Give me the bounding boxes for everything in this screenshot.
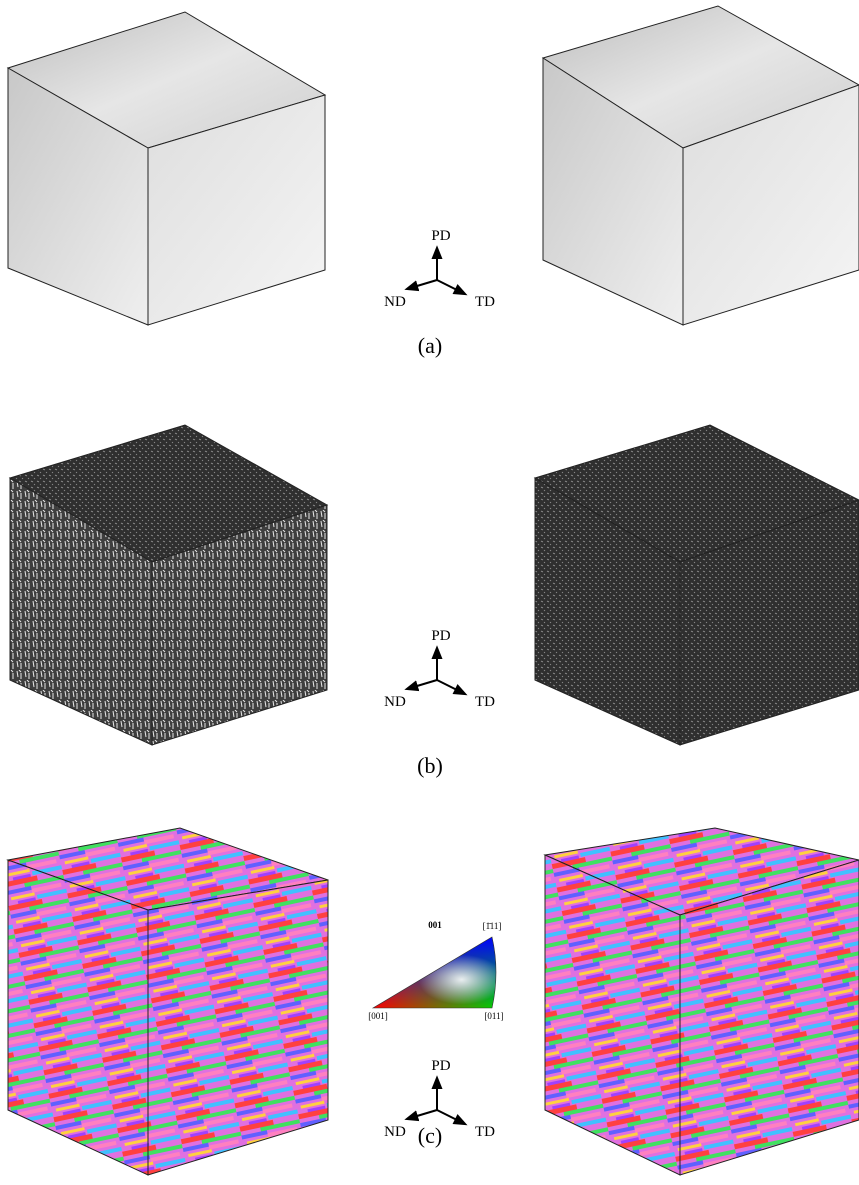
panel-label: (c) <box>418 1123 442 1148</box>
cube <box>545 828 859 1175</box>
ipf-corner: [011] <box>484 1011 503 1021</box>
axis-arrow <box>407 1110 437 1119</box>
figure: 001 [1̄11] [001] [011] PD ND TD (a) PD ND TD (b… <box>0 0 859 1185</box>
axis-label: ND <box>384 294 406 310</box>
ipf-triangle <box>373 937 496 1008</box>
cube <box>543 6 859 325</box>
axis-label: ND <box>384 694 406 710</box>
cube <box>8 828 328 1175</box>
axis-label: TD <box>475 1124 495 1140</box>
axis-arrow <box>437 680 465 694</box>
panel-label: (a) <box>418 333 442 358</box>
cube <box>10 425 327 745</box>
axis-label: PD <box>431 628 450 644</box>
cube <box>8 12 325 325</box>
axis-arrow <box>437 280 465 294</box>
axis-label: ND <box>384 1124 406 1140</box>
axis-arrow <box>437 1110 465 1124</box>
ipf-title: 001 <box>428 920 442 930</box>
axis-arrow <box>407 280 437 289</box>
ipf-corner: [1̄11] <box>483 921 502 931</box>
axis-label: TD <box>475 294 495 310</box>
axis-label: PD <box>431 228 450 244</box>
axis-label: PD <box>431 1058 450 1074</box>
ipf-corner: [001] <box>368 1011 388 1021</box>
axis-arrow <box>407 680 437 689</box>
cube <box>535 425 859 745</box>
panel-label: (b) <box>417 753 443 778</box>
axis-label: TD <box>475 694 495 710</box>
